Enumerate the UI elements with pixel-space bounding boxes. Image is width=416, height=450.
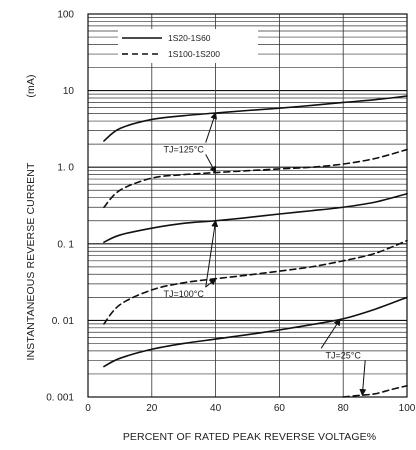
series-line-1s20-1s60-tj-125-c xyxy=(103,95,408,142)
annotation-arrow xyxy=(359,360,367,397)
y-axis-unit: (mA) xyxy=(25,74,37,97)
series-line-1s20-1s60-tj-25-c xyxy=(103,296,408,368)
annotation-label: TJ=125°C xyxy=(164,145,205,155)
annotation-arrow xyxy=(205,112,218,143)
y-axis-label: INSTANTANEOUS REVERSE CURRENT xyxy=(25,162,37,360)
series-line-1s100-1s200-tj-25-c xyxy=(342,385,408,398)
legend-label: 1S20-1S60 xyxy=(168,33,211,43)
annotation-label: TJ=100°C xyxy=(164,289,205,299)
y-tick-label: 100 xyxy=(57,10,74,21)
x-axis-label: PERCENT OF RATED PEAK REVERSE VOLTAGE% xyxy=(123,431,376,443)
x-tick-label: 20 xyxy=(146,403,158,414)
annotation-arrow xyxy=(205,278,217,288)
y-tick-label: 10 xyxy=(63,86,75,97)
series-line-1s100-1s200-tj-100-c xyxy=(103,239,408,325)
y-tick-label: 1. 0 xyxy=(57,163,74,174)
x-tick-label: 40 xyxy=(210,403,222,414)
legend-label: 1S100-1S200 xyxy=(168,49,220,59)
annotation-arrow xyxy=(320,318,341,349)
y-tick-label: 0. 01 xyxy=(52,316,75,327)
tick-labels: 0 20 40 60 80 100 0. 001 0. 01 0. 1 1. 0 10 100 xyxy=(46,10,416,415)
annotation-arrow xyxy=(205,219,219,288)
series-lines xyxy=(103,95,408,398)
legend-background xyxy=(118,29,258,63)
legend: 1S20-1S60 1S100-1S200 xyxy=(118,29,258,63)
annotation-arrow xyxy=(205,154,217,174)
plot-frame xyxy=(87,13,408,398)
grid-lines xyxy=(88,14,407,397)
y-tick-label: 0. 1 xyxy=(57,239,74,250)
annotations: TJ=125°C TJ=100°C TJ=25°C xyxy=(164,112,367,397)
x-tick-label: 80 xyxy=(338,403,350,414)
x-tick-label: 100 xyxy=(399,403,416,414)
y-tick-label: 0. 001 xyxy=(46,393,74,404)
x-tick-label: 0 xyxy=(85,403,91,414)
x-tick-label: 60 xyxy=(274,403,286,414)
series-line-1s100-1s200-tj-125-c xyxy=(103,148,408,209)
series-line-1s20-1s60-tj-100-c xyxy=(103,192,408,243)
annotation-label: TJ=25°C xyxy=(326,350,362,360)
